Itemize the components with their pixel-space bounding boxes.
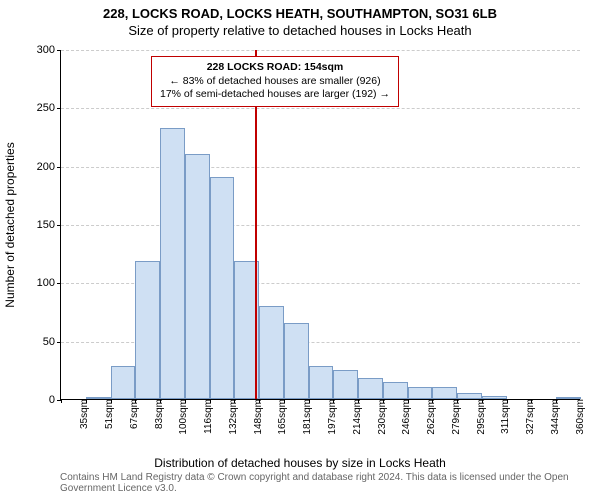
plot-area: 05010015020025030035sqm51sqm67sqm83sqm10… [60, 50, 580, 400]
histogram-bar [383, 382, 408, 400]
histogram-bar [309, 366, 334, 399]
x-tick-mark [531, 399, 532, 403]
x-tick-label: 311sqm [498, 399, 511, 434]
gridline [61, 108, 580, 109]
x-tick-label: 360sqm [573, 399, 586, 435]
chart-title: 228, LOCKS ROAD, LOCKS HEATH, SOUTHAMPTO… [0, 6, 600, 38]
x-tick-label: 246sqm [399, 399, 412, 435]
gridline [61, 225, 580, 226]
x-tick-label: 165sqm [275, 399, 288, 435]
x-tick-label: 262sqm [424, 399, 437, 435]
x-tick-mark [457, 399, 458, 403]
x-tick-label: 327sqm [523, 399, 536, 435]
x-tick-label: 35sqm [77, 399, 90, 429]
x-tick-label: 148sqm [251, 399, 264, 435]
x-tick-label: 51sqm [102, 399, 115, 429]
x-tick-label: 230sqm [375, 399, 388, 435]
x-tick-label: 132sqm [226, 399, 239, 435]
histogram-chart: 228, LOCKS ROAD, LOCKS HEATH, SOUTHAMPTO… [0, 0, 600, 500]
annotation-line3: 17% of semi-detached houses are larger (… [160, 88, 390, 102]
x-tick-mark [61, 399, 62, 403]
histogram-bar [210, 177, 235, 399]
x-tick-mark [259, 399, 260, 403]
x-tick-label: 181sqm [300, 399, 313, 435]
x-tick-mark [556, 399, 557, 403]
y-tick-label: 50 [43, 336, 61, 348]
histogram-bar [358, 378, 383, 399]
histogram-bar [185, 154, 210, 399]
x-tick-label: 83sqm [152, 399, 165, 429]
annotation-line2: ← 83% of detached houses are smaller (92… [160, 75, 390, 89]
histogram-bar [408, 387, 433, 399]
x-tick-mark [333, 399, 334, 403]
histogram-bar [259, 306, 284, 399]
x-tick-mark [482, 399, 483, 403]
x-tick-label: 295sqm [474, 399, 487, 435]
histogram-bar [333, 370, 358, 399]
x-tick-mark [111, 399, 112, 403]
title-address: 228, LOCKS ROAD, LOCKS HEATH, SOUTHAMPTO… [0, 6, 600, 21]
x-tick-label: 344sqm [548, 399, 561, 435]
y-tick-label: 100 [37, 277, 61, 289]
y-tick-label: 250 [37, 102, 61, 114]
gridline [61, 167, 580, 168]
y-axis-label: Number of detached properties [3, 142, 17, 307]
histogram-bar [160, 128, 185, 399]
x-tick-mark [135, 399, 136, 403]
histogram-bar [284, 323, 309, 399]
x-tick-mark [185, 399, 186, 403]
x-tick-mark [358, 399, 359, 403]
y-tick-label: 150 [37, 219, 61, 231]
x-tick-label: 116sqm [201, 399, 214, 434]
x-tick-mark [383, 399, 384, 403]
histogram-bar [135, 261, 160, 399]
footer-credit: Contains HM Land Registry data © Crown c… [60, 472, 600, 494]
x-tick-mark [210, 399, 211, 403]
x-tick-mark [160, 399, 161, 403]
x-tick-mark [309, 399, 310, 403]
y-tick-label: 0 [49, 394, 61, 406]
x-tick-label: 197sqm [325, 399, 338, 435]
x-tick-mark [507, 399, 508, 403]
annotation-box: 228 LOCKS ROAD: 154sqm ← 83% of detached… [151, 56, 399, 107]
x-tick-label: 214sqm [350, 399, 363, 435]
gridline [61, 50, 580, 51]
x-tick-label: 279sqm [449, 399, 462, 435]
x-tick-label: 100sqm [176, 399, 189, 435]
x-tick-mark [408, 399, 409, 403]
x-tick-mark [284, 399, 285, 403]
annotation-title: 228 LOCKS ROAD: 154sqm [160, 61, 390, 75]
x-tick-mark [234, 399, 235, 403]
y-tick-label: 200 [37, 161, 61, 173]
title-subtitle: Size of property relative to detached ho… [0, 23, 600, 38]
x-tick-label: 67sqm [127, 399, 140, 429]
x-axis-label: Distribution of detached houses by size … [0, 456, 600, 470]
histogram-bar [432, 387, 457, 399]
histogram-bar [111, 366, 136, 399]
x-tick-mark [432, 399, 433, 403]
x-tick-mark [86, 399, 87, 403]
y-tick-label: 300 [37, 44, 61, 56]
